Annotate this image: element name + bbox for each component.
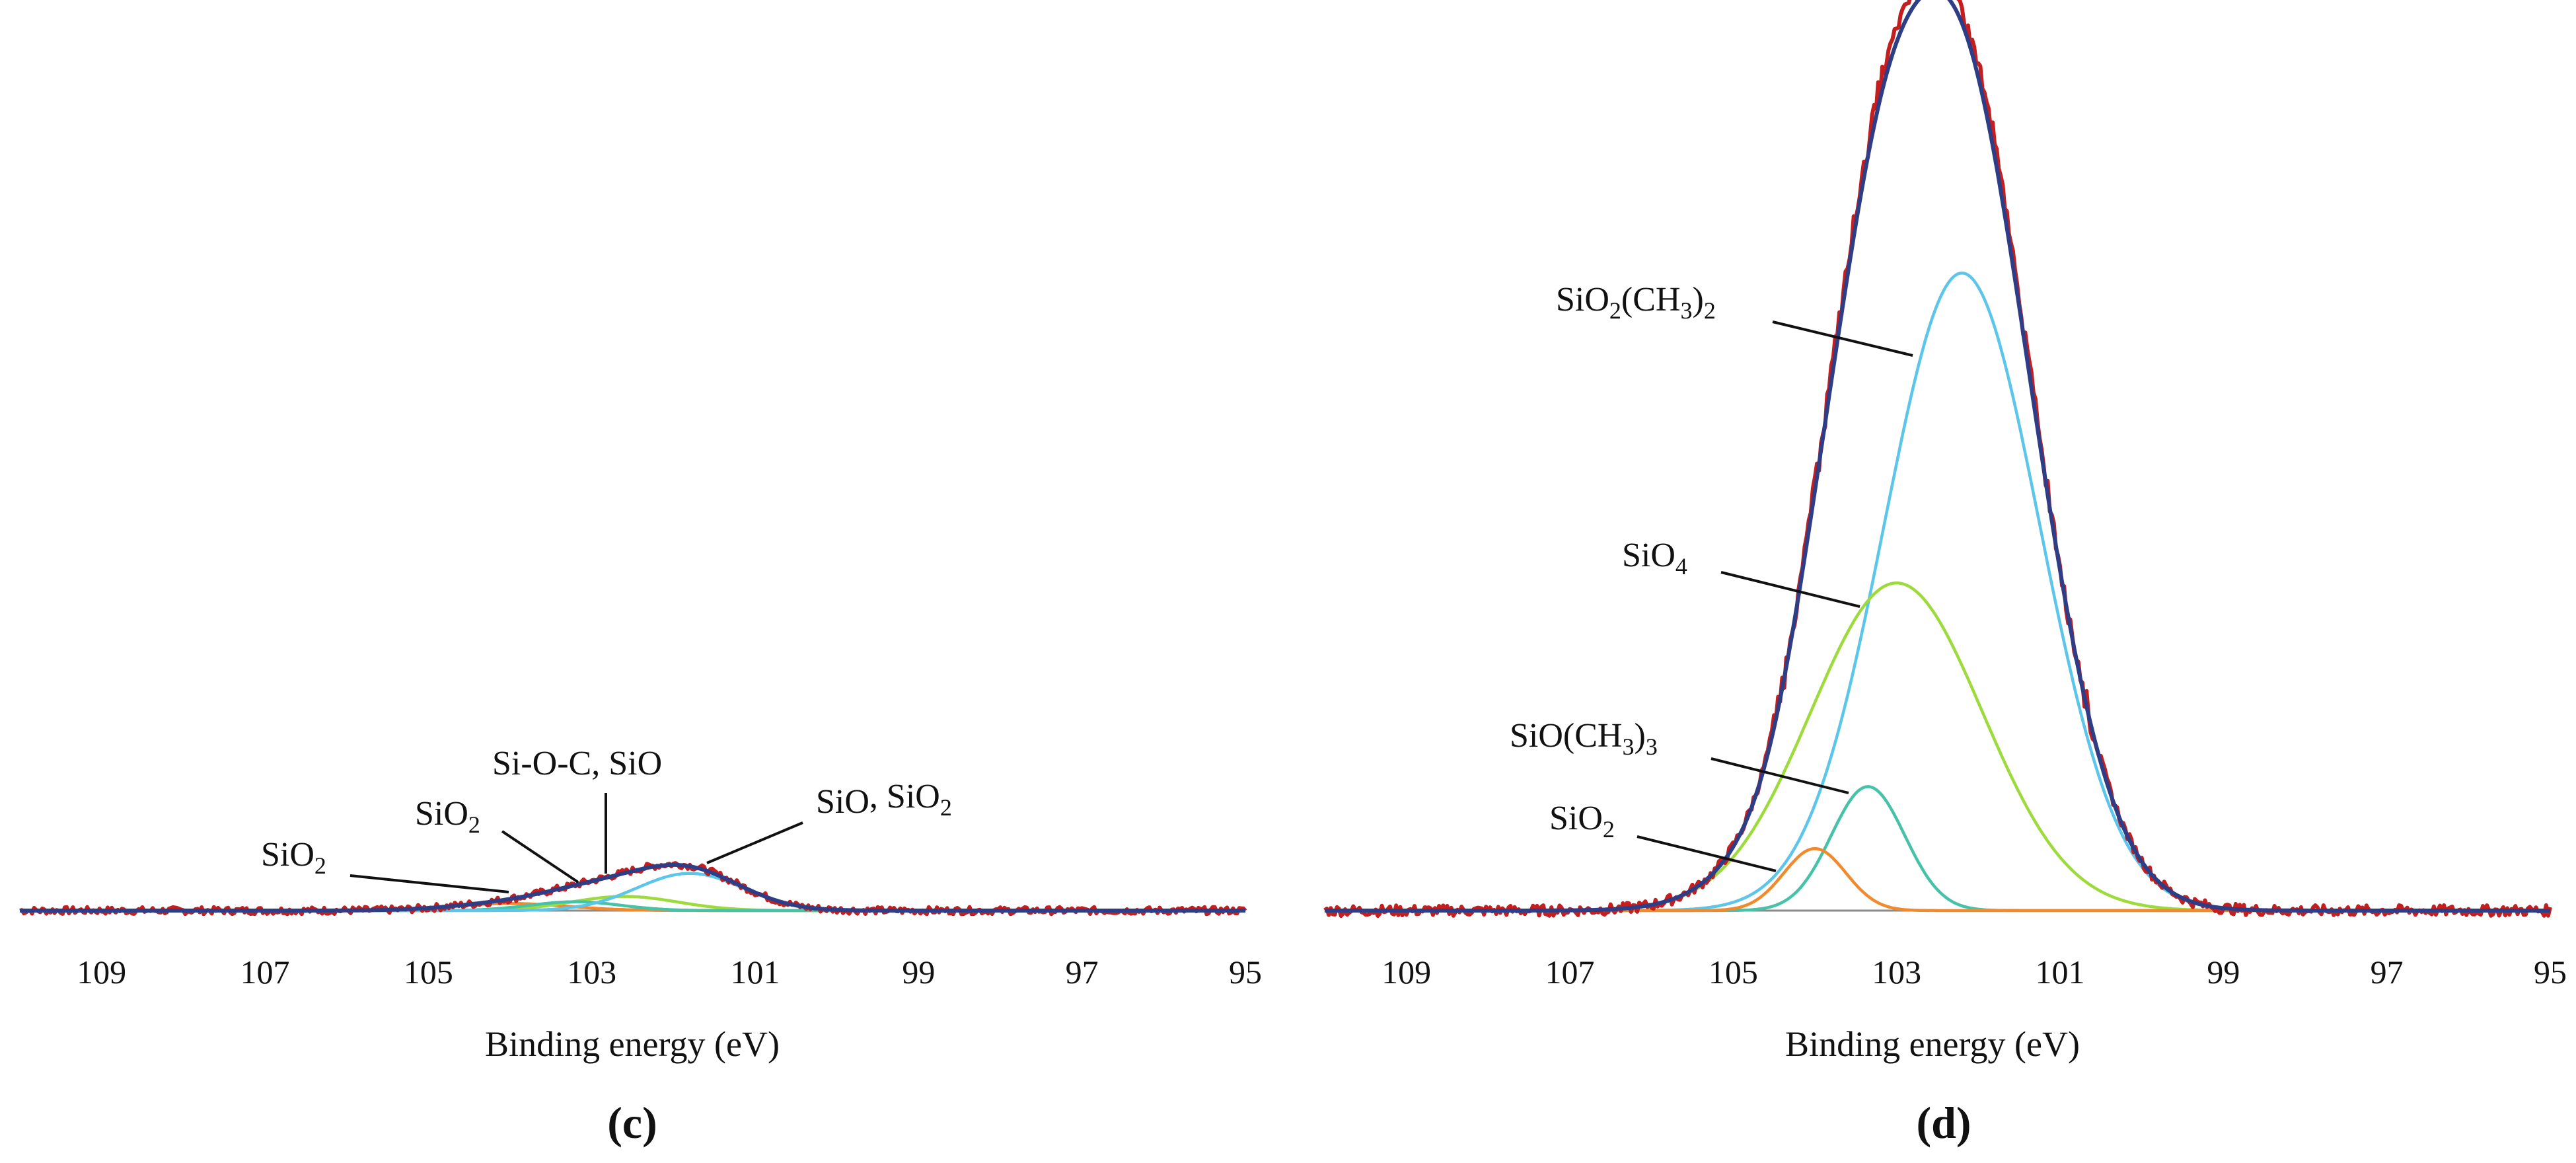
panel-c-curves <box>19 861 1247 917</box>
panel-c-x-tick: 103 <box>567 954 616 991</box>
panel-d-series-sio2-ch3-2 <box>1325 271 2550 913</box>
panel-d-x-tick: 105 <box>1709 954 1758 991</box>
panel-d-annotation-3: SiO(CH3)3 <box>1510 717 1658 760</box>
panel-d-series-raw <box>1323 0 2552 919</box>
panel-c-x-tick: 95 <box>1229 954 1262 991</box>
panel-d-curves <box>1323 0 2552 919</box>
panel-d-label: (d) <box>1916 1098 1971 1148</box>
panel-d-leader-4 <box>1637 835 1777 872</box>
panel-c-x-tick: 109 <box>77 954 126 991</box>
panel-d-x-tick: 99 <box>2207 954 2240 991</box>
panel-d-series-fit <box>1325 0 2550 913</box>
panel-c-leader-1 <box>350 874 509 893</box>
panel-c-chart: 109 107 105 103 101 99 97 95 Binding energy (eV… <box>19 745 1262 1148</box>
panel-d-series-sio4 <box>1325 581 2550 913</box>
panel-c-x-tick: 101 <box>731 954 780 991</box>
panel-d-annotation-2: SiO4 <box>1622 537 1687 580</box>
panel-d-x-tick: 101 <box>2036 954 2085 991</box>
panel-c-annotation-2: SiO2 <box>415 795 480 838</box>
panel-d-leader-2 <box>1720 571 1860 608</box>
panel-d-series-sio2 <box>1325 846 2550 913</box>
panel-c-annotation-3: Si-O-C, SiO <box>492 745 662 782</box>
panel-c-x-tick: 99 <box>902 954 935 991</box>
panel-d-x-tick: 95 <box>2534 954 2567 991</box>
panel-d-annotation-4: SiO2 <box>1549 800 1615 843</box>
panel-c-x-axis-label: Binding energy (eV) <box>485 1024 780 1064</box>
panel-c-x-tick: 97 <box>1066 954 1099 991</box>
panel-d-x-axis-label: Binding energy (eV) <box>1785 1024 2080 1064</box>
panel-c-x-tick: 105 <box>404 954 453 991</box>
panel-d-leader-1 <box>1772 320 1913 357</box>
panel-d-x-tick: 103 <box>1872 954 1921 991</box>
panel-d-x-ticks: 109 107 105 103 101 99 97 95 <box>1381 954 2567 991</box>
panel-d-series-sio-ch3-3 <box>1325 785 2550 913</box>
panel-c-leader-2 <box>501 830 579 883</box>
panel-c-series-fit <box>20 862 1245 913</box>
panel-c-x-tick: 107 <box>240 954 290 991</box>
panel-d-annotation-1: SiO2(CH3)2 <box>1556 281 1716 324</box>
panel-c-annotation-4: SiO, SiO2 <box>816 778 952 821</box>
panel-c-label: (c) <box>607 1098 657 1148</box>
panel-c-x-ticks: 109 107 105 103 101 99 97 95 <box>77 954 1262 991</box>
panel-d-leader-3 <box>1711 757 1849 794</box>
panel-c-leader-4 <box>706 821 803 864</box>
panel-d-x-tick: 97 <box>2371 954 2404 991</box>
panel-c-series-sio-sio2 <box>20 872 1245 913</box>
panel-d-chart: 109 107 105 103 101 99 97 95 Binding energy (eV… <box>1323 0 2567 1148</box>
panel-d-x-tick: 109 <box>1381 954 1431 991</box>
panel-d-x-tick: 107 <box>1545 954 1595 991</box>
panel-c-annotation-1: SiO2 <box>261 836 326 879</box>
